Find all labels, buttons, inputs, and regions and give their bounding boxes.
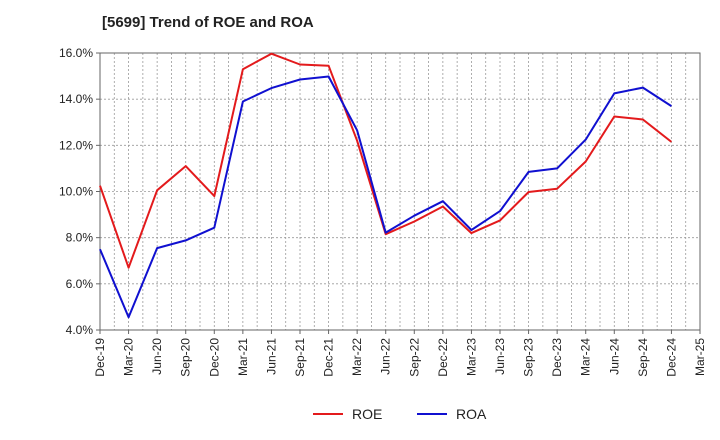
x-tick-label: Mar-20 [122, 338, 136, 376]
y-tick-label: 8.0% [66, 231, 94, 245]
y-tick-label: 4.0% [66, 323, 94, 337]
x-axis: Dec-19 Mar-20 Jun-20 Sep-20 Dec-20 Mar-21 Jun-… [93, 330, 707, 377]
plot-frame [99, 52, 701, 331]
x-tick-label: Jun-24 [607, 338, 621, 375]
x-tick-label: Dec-23 [550, 338, 564, 377]
legend-label-roe: ROE [352, 406, 382, 422]
chart-title: [5699] Trend of ROE and ROA [102, 14, 314, 31]
legend-label-roa: ROA [456, 406, 487, 422]
y-tick-label: 14.0% [59, 92, 93, 106]
x-tick-label: Mar-21 [236, 338, 250, 376]
x-tick-label: Mar-23 [464, 338, 478, 376]
x-tick-label: Dec-19 [93, 338, 107, 377]
x-tick-label: Mar-22 [350, 338, 364, 376]
x-tick-label: Sep-24 [636, 338, 650, 377]
x-tick-label: Mar-24 [579, 338, 593, 376]
x-tick-label: Sep-22 [407, 338, 421, 377]
x-tick-label: Dec-24 [664, 338, 678, 377]
x-tick-label: Dec-22 [436, 338, 450, 377]
y-tick-label: 16.0% [59, 46, 93, 60]
x-tick-label: Sep-21 [293, 338, 307, 377]
x-tick-label: Sep-20 [179, 338, 193, 377]
legend: ROE ROA [313, 406, 487, 422]
x-tick-label: Sep-23 [522, 338, 536, 377]
series-line-roa [99, 75, 672, 319]
grid [100, 52, 700, 331]
x-tick-label: Jun-21 [264, 338, 278, 375]
y-tick-label: 6.0% [66, 277, 94, 291]
y-tick-label: 12.0% [59, 138, 93, 152]
series-line-roe [99, 52, 673, 269]
x-tick-label: Dec-21 [322, 338, 336, 377]
x-tick-label: Jun-20 [150, 338, 164, 375]
plot-area-border [99, 52, 701, 331]
x-tick-label: Mar-25 [693, 338, 707, 376]
x-tick-label: Jun-22 [379, 338, 393, 375]
x-tick-label: Dec-20 [207, 338, 221, 377]
series-lines [99, 52, 673, 319]
x-tick-label: Jun-23 [493, 338, 507, 375]
y-axis: 4.0% 6.0% 8.0% 10.0% 12.0% 14.0% 16.0% [59, 46, 100, 337]
y-tick-label: 10.0% [59, 185, 93, 199]
